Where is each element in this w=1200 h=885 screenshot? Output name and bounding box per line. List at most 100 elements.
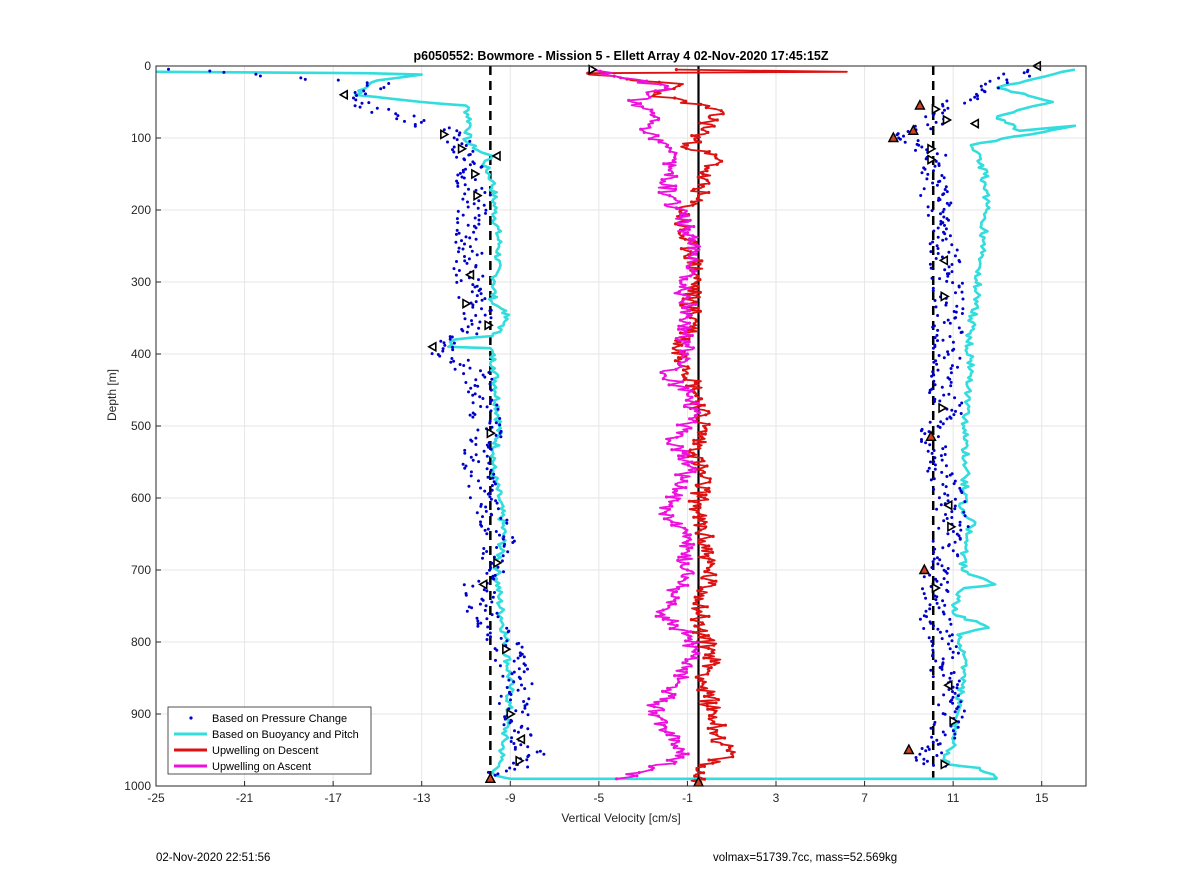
pressure-change-point [935, 183, 939, 187]
pressure-change-point [933, 336, 937, 340]
upwelling-descent-point [683, 237, 687, 241]
upwelling-descent-point [710, 650, 714, 654]
upwelling-ascent-point [650, 121, 654, 125]
pressure-change-point [960, 401, 964, 405]
pressure-change-point [935, 333, 939, 337]
pressure-change-point [961, 297, 965, 301]
pressure-change-point [486, 527, 490, 531]
upwelling-ascent-point [676, 736, 681, 740]
pressure-change-point [538, 749, 542, 753]
pressure-change-point [471, 401, 475, 405]
pressure-change-point [477, 460, 481, 464]
upwelling-ascent-point [661, 617, 665, 622]
upwelling-descent-point [694, 319, 698, 323]
pressure-change-point [943, 223, 946, 227]
pressure-change-point [958, 403, 962, 407]
triangle-marker [940, 759, 950, 770]
upwelling-ascent-point [684, 639, 688, 643]
upwelling-descent-point [688, 448, 692, 452]
pressure-change-point [935, 601, 939, 605]
upwelling-descent-point [707, 490, 711, 494]
upwelling-descent-point [713, 582, 717, 587]
pressure-change-point [953, 504, 957, 508]
pressure-change-point [951, 348, 955, 352]
pressure-change-point [457, 246, 461, 250]
upwelling-descent-point [705, 464, 709, 468]
pressure-change-point [915, 758, 918, 762]
upwelling-descent-point [701, 184, 706, 188]
pressure-change-point [922, 757, 926, 761]
pressure-change-point [931, 240, 935, 244]
pressure-change-point [477, 479, 480, 483]
pressure-change-point [475, 511, 479, 515]
upwelling-descent-point [695, 768, 699, 772]
pressure-change-point [502, 535, 506, 539]
pressure-change-point [926, 469, 930, 473]
pressure-change-point [456, 184, 460, 188]
pressure-change-point [958, 537, 962, 541]
pressure-change-point [931, 675, 935, 679]
pressure-change-point [505, 626, 509, 630]
pressure-change-point [529, 733, 533, 737]
upwelling-ascent-point [659, 82, 663, 86]
pressure-change-point [490, 513, 494, 517]
pressure-change-point [950, 270, 954, 274]
pressure-change-point [490, 561, 494, 565]
pressure-change-point [488, 309, 492, 313]
pressure-change-point [927, 466, 931, 470]
upwelling-descent-point [703, 432, 707, 436]
x-tick-label: -13 [413, 791, 431, 805]
triangle-marker [502, 643, 512, 655]
legend-buoyancy-label: Based on Buoyancy and Pitch [212, 729, 359, 741]
pressure-change-point [950, 263, 954, 266]
pressure-change-point [510, 736, 514, 740]
pressure-change-point [471, 283, 475, 287]
pressure-change-point [924, 749, 928, 753]
pressure-change-point [466, 358, 470, 362]
pressure-change-point [926, 205, 930, 209]
pressure-change-point [951, 530, 955, 533]
pressure-change-point [939, 503, 943, 507]
pressure-change-point [928, 391, 932, 395]
pressure-change-point [946, 567, 950, 570]
upwelling-ascent-point [684, 667, 689, 671]
upwelling-ascent-point [687, 340, 691, 344]
pressure-change-point [902, 134, 905, 138]
pressure-change-point [943, 603, 947, 607]
pressure-change-point [920, 440, 923, 443]
upwelling-ascent-point [642, 130, 646, 134]
pressure-change-point [489, 497, 493, 501]
pressure-change-point [933, 547, 937, 551]
upwelling-ascent-point [670, 593, 674, 597]
y-tick-label: 400 [131, 347, 151, 361]
pressure-change-point [484, 604, 488, 608]
pressure-change-point [452, 136, 456, 140]
upwelling-ascent-point [654, 711, 658, 715]
upwelling-descent-point [716, 698, 721, 702]
upwelling-ascent-point [689, 426, 693, 430]
pressure-change-point [494, 499, 498, 503]
pressure-change-point [949, 380, 953, 384]
pressure-change-point [483, 313, 487, 317]
pressure-change-point [935, 507, 939, 511]
upwelling-ascent-point [675, 423, 680, 427]
pressure-change-point [937, 703, 941, 707]
pressure-change-point [951, 695, 955, 699]
pressure-change-point [396, 114, 400, 118]
pressure-change-point [489, 635, 492, 639]
triangle-marker [927, 143, 937, 155]
pressure-change-point [488, 382, 492, 386]
upwelling-descent-point [698, 506, 702, 510]
pressure-change-point [931, 286, 935, 290]
upwelling-ascent-point [688, 237, 692, 241]
pressure-change-point [474, 314, 478, 317]
pressure-change-point [931, 181, 935, 185]
pressure-change-point [512, 680, 516, 684]
upwelling-ascent-point [660, 178, 664, 182]
upwelling-ascent-point [678, 212, 683, 216]
upwelling-ascent-point [682, 404, 687, 409]
pressure-change-point [490, 600, 494, 604]
pressure-change-point [467, 605, 471, 609]
upwelling-descent-point [712, 662, 717, 667]
pressure-change-point [387, 82, 391, 85]
